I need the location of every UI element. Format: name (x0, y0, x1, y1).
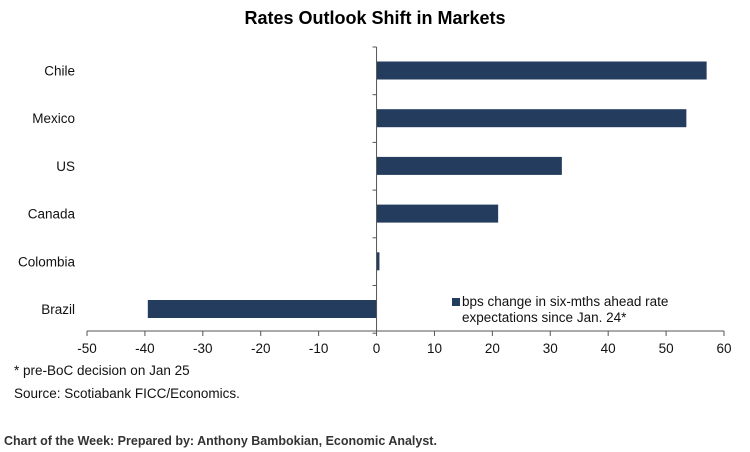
x-tick-label: 30 (543, 341, 558, 356)
bars (147, 61, 707, 318)
legend-swatch (452, 298, 460, 306)
axes (87, 46, 724, 334)
category-label: Chile (44, 64, 75, 79)
x-axis: -50 -40 -30 -20 -10 0 10 20 30 40 50 60 (77, 331, 732, 356)
bar (376, 109, 687, 128)
chart-title: Rates Outlook Shift in Markets (244, 8, 506, 28)
x-tick-label: -50 (77, 341, 97, 356)
category-label: Mexico (32, 111, 75, 126)
x-tick-label: 40 (601, 341, 616, 356)
category-labels: Chile Mexico US Canada Colombia Brazil (18, 64, 76, 318)
x-tick-label: -10 (309, 341, 329, 356)
x-tick-label: 10 (427, 341, 442, 356)
x-tick-label: 20 (485, 341, 500, 356)
footnote: * pre-BoC decision on Jan 25 (14, 363, 190, 378)
category-label: Colombia (18, 254, 76, 269)
bar (376, 156, 562, 175)
x-tick-label: 60 (716, 341, 731, 356)
bar (376, 61, 707, 80)
category-label: US (56, 159, 75, 174)
x-tick-label: -20 (251, 341, 271, 356)
category-label: Canada (28, 207, 76, 222)
x-tick-label: -30 (193, 341, 213, 356)
legend-label: bps change in six-mths ahead rate expect… (462, 294, 669, 325)
bar (376, 204, 499, 223)
x-tick-label: -40 (135, 341, 155, 356)
source-note: Source: Scotiabank FICC/Economics. (14, 386, 240, 401)
category-label: Brazil (41, 302, 75, 317)
bar (376, 252, 380, 271)
footer-credit: Chart of the Week: Prepared by: Anthony … (4, 434, 437, 448)
x-tick-label: 0 (373, 341, 381, 356)
bar (147, 300, 377, 318)
legend: bps change in six-mths ahead rate expect… (448, 294, 718, 326)
x-tick-label: 50 (659, 341, 674, 356)
